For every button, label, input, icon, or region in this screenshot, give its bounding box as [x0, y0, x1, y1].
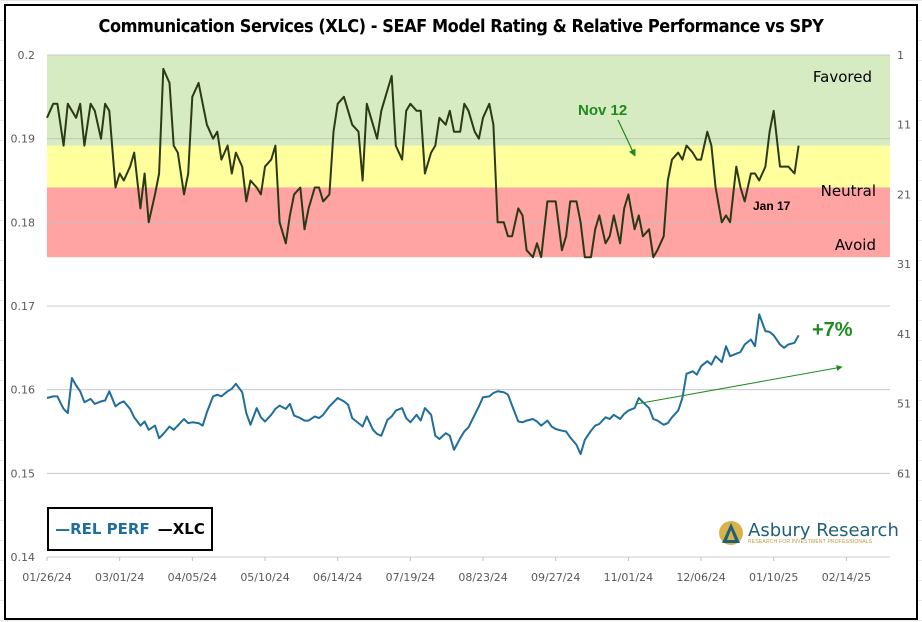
- logo-tagline: RESEARCH FOR INVESTMENT PROFESSIONALS: [748, 538, 873, 545]
- x-axis-tick: 11/01/24: [604, 571, 653, 584]
- gain-annotation: +7%: [812, 319, 853, 341]
- rel-perf-series-line: [46, 313, 800, 456]
- left-axis-tick: 0.15: [11, 467, 36, 480]
- x-axis-tick: 04/05/24: [168, 571, 217, 584]
- jan17-annotation: Jan 17: [753, 199, 791, 213]
- left-axis-tick: 0.19: [11, 133, 36, 146]
- x-axis-tick: 05/10/24: [240, 571, 289, 584]
- right-axis-tick: 21: [897, 188, 911, 201]
- x-axis-tick: 12/06/24: [676, 571, 725, 584]
- legend: —REL PERF —XLC: [47, 507, 213, 551]
- legend-rel-perf: —REL PERF: [55, 520, 150, 538]
- xlc-series-line: [46, 67, 800, 259]
- x-axis-tick: 03/01/24: [95, 571, 144, 584]
- nov12-arrow: [617, 119, 636, 157]
- right-axis-tick: 31: [897, 258, 911, 271]
- trend-arrow: [635, 365, 843, 405]
- right-axis-tick: 1: [897, 49, 904, 62]
- left-axis-tick: 0.18: [11, 216, 36, 229]
- logo-mark-icon: [719, 521, 743, 545]
- x-axis-tick: 01/10/25: [749, 571, 798, 584]
- left-axis-tick: 0.2: [18, 49, 36, 62]
- logo-name: Asbury Research: [748, 519, 899, 541]
- x-axis-tick: 01/26/24: [22, 571, 71, 584]
- right-axis-tick: 61: [897, 467, 911, 480]
- chart-title: Communication Services (XLC) - SEAF Mode…: [98, 16, 824, 37]
- neutral-label: Neutral: [821, 182, 876, 200]
- x-axis-tick: 09/27/24: [531, 571, 580, 584]
- x-axis-tick: 06/14/24: [313, 571, 362, 584]
- left-axis-tick: 0.16: [11, 384, 36, 397]
- right-axis-tick: 41: [897, 328, 911, 341]
- asbury-logo: Asbury Research RESEARCH FOR INVESTMENT …: [718, 520, 899, 546]
- x-axis-tick: 02/14/25: [822, 571, 871, 584]
- band-favored: [47, 55, 890, 146]
- nov12-annotation: Nov 12: [578, 102, 627, 119]
- left-axis-tick: 0.14: [11, 551, 36, 564]
- legend-xlc: —XLC: [157, 520, 205, 538]
- right-axis-tick: 11: [897, 119, 911, 132]
- x-axis-tick: 08/23/24: [458, 571, 507, 584]
- x-axis-tick: 07/19/24: [386, 571, 435, 584]
- band-neutral: [47, 145, 890, 188]
- avoid-label: Avoid: [835, 236, 876, 254]
- left-axis-tick: 0.17: [11, 300, 36, 313]
- favored-label: Favored: [813, 68, 872, 86]
- right-axis-tick: 51: [897, 398, 911, 411]
